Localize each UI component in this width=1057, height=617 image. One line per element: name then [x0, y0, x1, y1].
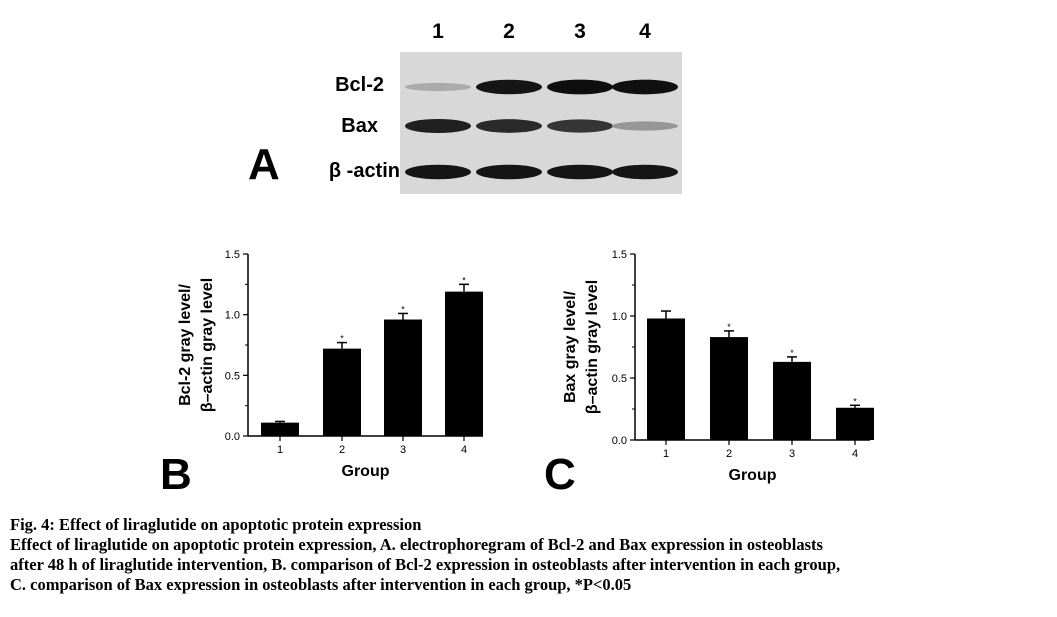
y-tick-label: 0.0 — [612, 435, 627, 447]
y-tick-label: 1.0 — [612, 311, 627, 323]
band-row1-lane3 — [547, 79, 613, 95]
band-row2-lane1 — [405, 118, 471, 134]
y-axis-label-line-2: β–actin gray level — [584, 280, 601, 414]
lane-number-2: 2 — [503, 20, 515, 43]
y-tick-label: 1.5 — [612, 249, 627, 261]
chart-c-bax: 0.0 0.5 1.0 1.5 1 * 2 * 3 * 4 Group Bax gray level/β… — [562, 249, 874, 484]
y-axis-label-line-1: Bcl-2 gray level/ — [177, 284, 194, 406]
chart-b-bcl2: 0.0 0.5 1.0 1.5 1 * 2 * 3 * 4 Group Bcl-2 gray level… — [177, 249, 483, 480]
band-row3-lane2 — [476, 164, 542, 180]
x-tick-label: 1 — [277, 444, 283, 456]
bar-group-2 — [323, 348, 361, 436]
bar-group-4 — [445, 291, 483, 436]
caption-line-2: after 48 h of liraglutide intervention, … — [10, 555, 841, 574]
lane-number-1: 1 — [432, 20, 444, 43]
figure-caption: Fig. 4: Effect of liraglutide on apoptot… — [10, 515, 1055, 595]
significance-marker: * — [853, 396, 857, 406]
x-tick-label: 2 — [726, 448, 732, 460]
bar-group-1 — [647, 318, 685, 440]
panel-letter-b: B — [160, 450, 192, 499]
x-tick-label: 4 — [852, 448, 858, 460]
panel-letter-a: A — [248, 140, 280, 189]
x-tick-label: 2 — [339, 444, 345, 456]
band-row2-lane4 — [612, 121, 678, 131]
band-row1-lane4 — [612, 79, 678, 95]
y-tick-label: 0.5 — [612, 373, 627, 385]
y-axis-label-line-1: Bax gray level/ — [562, 290, 579, 403]
x-tick-label: 3 — [789, 448, 795, 460]
y-tick-label: 1.5 — [225, 249, 240, 261]
significance-marker: * — [727, 322, 731, 332]
bar-group-1 — [261, 422, 299, 436]
caption-title: Fig. 4: Effect of liraglutide on apoptot… — [10, 515, 422, 534]
band-row1-lane2 — [476, 79, 542, 95]
band-row2-lane3 — [547, 119, 613, 133]
band-row1-lane1 — [405, 82, 471, 92]
y-axis-label-line-2: β–actin gray level — [199, 278, 216, 412]
significance-marker: * — [401, 304, 405, 314]
x-tick-label: 1 — [663, 448, 669, 460]
caption-line-1: Effect of liraglutide on apoptotic prote… — [10, 535, 823, 554]
panel-letter-c: C — [544, 450, 576, 499]
x-axis-label: Group — [729, 467, 777, 484]
bar-group-3 — [384, 319, 422, 436]
western-blot-image — [400, 52, 682, 194]
significance-marker: * — [790, 348, 794, 358]
band-row3-lane1 — [405, 164, 471, 180]
y-tick-label: 0.5 — [225, 370, 240, 382]
x-tick-label: 3 — [400, 444, 406, 456]
western-blot-bands — [405, 79, 678, 180]
bar-group-3 — [773, 361, 811, 440]
significance-marker: * — [340, 334, 344, 344]
x-axis-label: Group — [342, 463, 390, 480]
y-tick-label: 1.0 — [225, 310, 240, 322]
blot-label-bcl2: Bcl-2 — [335, 74, 384, 96]
band-row3-lane4 — [612, 164, 678, 180]
x-tick-label: 4 — [461, 444, 467, 456]
significance-marker: * — [462, 275, 466, 285]
bar-group-2 — [710, 337, 748, 440]
caption-line-3: C. comparison of Bax expression in osteo… — [10, 575, 632, 594]
y-tick-label: 0.0 — [225, 431, 240, 443]
bar-group-4 — [836, 407, 874, 440]
lane-number-3: 3 — [574, 20, 586, 43]
band-row3-lane3 — [547, 164, 613, 180]
blot-label-actin: β -actin — [328, 160, 400, 182]
lane-number-4: 4 — [639, 20, 651, 43]
band-row2-lane2 — [476, 119, 542, 133]
blot-label-bax: Bax — [341, 115, 378, 137]
